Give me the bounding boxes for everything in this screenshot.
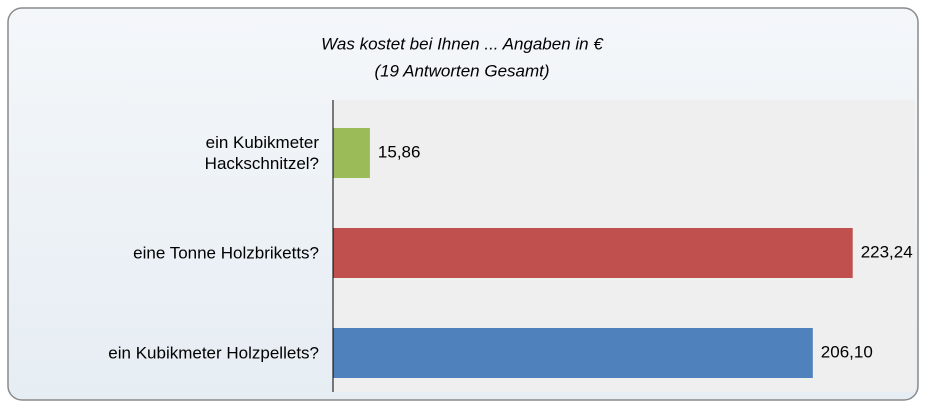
chart-title: Was kostet bei Ihnen ... Angaben in €	[321, 34, 604, 53]
chart-subtitle: (19 Antworten Gesamt)	[374, 61, 549, 80]
bar	[333, 128, 370, 178]
bar	[333, 328, 813, 378]
y-tick-label: eine Tonne Holzbriketts?	[133, 243, 319, 263]
y-tick-label: ein Kubikmeter Holzpellets?	[108, 343, 319, 363]
value-label: 206,10	[821, 342, 873, 361]
bar	[333, 228, 853, 278]
value-label: 15,86	[378, 142, 421, 161]
y-tick-label: ein Kubikmeter Hackschnitzel?	[204, 133, 319, 173]
value-label: 223,24	[861, 242, 913, 261]
